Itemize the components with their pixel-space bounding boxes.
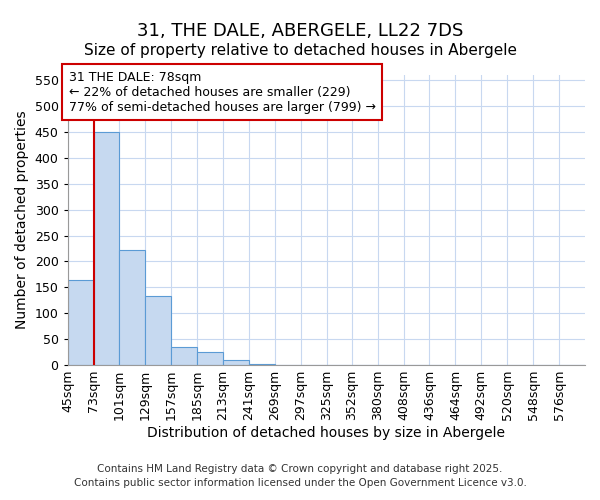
Y-axis label: Number of detached properties: Number of detached properties bbox=[15, 110, 29, 330]
Bar bbox=[301, 364, 327, 365]
Text: 31, THE DALE, ABERGELE, LL22 7DS: 31, THE DALE, ABERGELE, LL22 7DS bbox=[137, 22, 463, 40]
Text: 31 THE DALE: 78sqm
← 22% of detached houses are smaller (229)
77% of semi-detach: 31 THE DALE: 78sqm ← 22% of detached hou… bbox=[68, 70, 376, 114]
Bar bbox=[197, 352, 223, 365]
Bar bbox=[171, 347, 197, 365]
Text: Size of property relative to detached houses in Abergele: Size of property relative to detached ho… bbox=[83, 42, 517, 58]
Bar bbox=[68, 280, 94, 365]
X-axis label: Distribution of detached houses by size in Abergele: Distribution of detached houses by size … bbox=[147, 426, 505, 440]
Bar bbox=[119, 250, 145, 365]
Bar bbox=[223, 360, 249, 365]
Text: Contains HM Land Registry data © Crown copyright and database right 2025.
Contai: Contains HM Land Registry data © Crown c… bbox=[74, 464, 526, 487]
Bar bbox=[559, 364, 585, 365]
Bar bbox=[249, 364, 275, 365]
Bar bbox=[275, 364, 301, 365]
Bar bbox=[94, 132, 119, 365]
Bar bbox=[145, 296, 171, 365]
